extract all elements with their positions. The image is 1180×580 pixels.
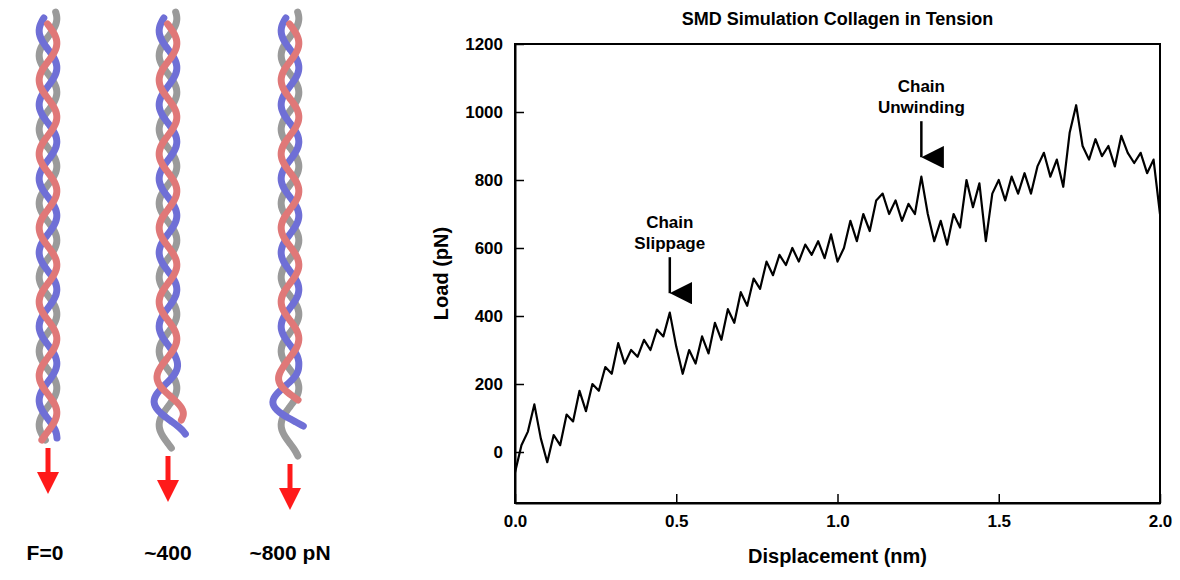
force-arrow bbox=[288, 464, 293, 490]
triple-helix bbox=[273, 12, 303, 510]
x-tick: 0.5 bbox=[665, 494, 689, 531]
strand bbox=[279, 24, 299, 400]
plot-area bbox=[515, 105, 1160, 472]
annotation-text: Chain bbox=[898, 77, 945, 96]
load-curve bbox=[515, 105, 1160, 472]
x-tick-mark bbox=[999, 494, 1001, 503]
chart-title: SMD Simulation Collagen in Tension bbox=[682, 9, 994, 29]
force-arrow-head bbox=[279, 488, 301, 510]
x-tick-label: 1.5 bbox=[987, 512, 1011, 531]
annotation-text: Unwinding bbox=[878, 98, 965, 117]
annotation-text: Chain bbox=[646, 213, 693, 232]
force-arrow-head bbox=[37, 472, 59, 494]
x-tick-label: 1.0 bbox=[826, 512, 850, 531]
y-tick: 1000 bbox=[465, 103, 524, 122]
y-tick-label: 600 bbox=[475, 239, 503, 258]
y-tick-mark bbox=[515, 44, 524, 46]
force-label: ~800 pN bbox=[249, 541, 330, 564]
x-tick-mark bbox=[1160, 494, 1162, 503]
y-tick-label: 800 bbox=[475, 171, 503, 190]
y-tick-label: 1200 bbox=[465, 35, 503, 54]
y-tick-mark bbox=[515, 180, 524, 182]
strand bbox=[273, 18, 303, 426]
force-arrow-head bbox=[157, 480, 179, 502]
y-tick: 400 bbox=[475, 307, 524, 326]
x-axis: 0.0 0.5 1.0 1.5 2.0 bbox=[504, 494, 1173, 531]
x-tick-label: 0.5 bbox=[665, 512, 689, 531]
y-tick-mark bbox=[515, 248, 524, 250]
force-arrow bbox=[166, 456, 171, 482]
y-tick-label: 200 bbox=[475, 375, 503, 394]
x-tick: 2.0 bbox=[1149, 494, 1173, 531]
strand bbox=[154, 18, 185, 434]
plot-frame bbox=[515, 44, 1160, 503]
force-label: ~400 bbox=[144, 541, 191, 564]
y-tick: 600 bbox=[475, 239, 524, 258]
x-axis-title: Displacement (nm) bbox=[748, 545, 927, 567]
x-tick: 1.5 bbox=[987, 494, 1011, 531]
strand bbox=[39, 24, 57, 440]
x-tick-mark bbox=[837, 494, 839, 503]
x-tick-label: 0.0 bbox=[504, 512, 528, 531]
y-axis-title: Load (pN) bbox=[430, 227, 452, 320]
annotation-arrow bbox=[920, 121, 923, 157]
y-axis-line bbox=[515, 45, 517, 504]
x-tick-mark bbox=[676, 494, 678, 503]
y-tick: 200 bbox=[475, 375, 524, 394]
annotation: Chain Slippage bbox=[634, 213, 705, 293]
y-tick-label: 0 bbox=[494, 443, 503, 462]
annotation-arrow bbox=[669, 257, 672, 293]
y-axis: 0 200 400 600 800 1000 1200 bbox=[465, 35, 524, 504]
figure: F=0 ~400 ~800 pN 0.0 0.5 1.0 1.5 2.0 0 200 400 600 8… bbox=[0, 0, 1180, 580]
x-tick: 1.0 bbox=[826, 494, 850, 531]
triple-helix bbox=[37, 12, 59, 494]
illustration: F=0 ~400 ~800 pN bbox=[27, 12, 331, 564]
force-arrow bbox=[46, 448, 51, 474]
annotation: Chain Unwinding bbox=[878, 77, 965, 157]
y-tick: 800 bbox=[475, 171, 524, 190]
strand bbox=[157, 24, 183, 420]
y-tick-mark bbox=[515, 316, 524, 318]
y-tick-mark bbox=[515, 384, 524, 386]
annotation-text: Slippage bbox=[634, 234, 705, 253]
y-tick: 1200 bbox=[465, 35, 524, 54]
strand bbox=[39, 12, 57, 440]
y-tick-mark bbox=[515, 112, 524, 114]
triple-helix bbox=[154, 12, 185, 502]
x-tick-label: 2.0 bbox=[1149, 512, 1173, 531]
force-label: F=0 bbox=[27, 541, 64, 564]
y-tick-label: 1000 bbox=[465, 103, 503, 122]
y-tick-label: 400 bbox=[475, 307, 503, 326]
